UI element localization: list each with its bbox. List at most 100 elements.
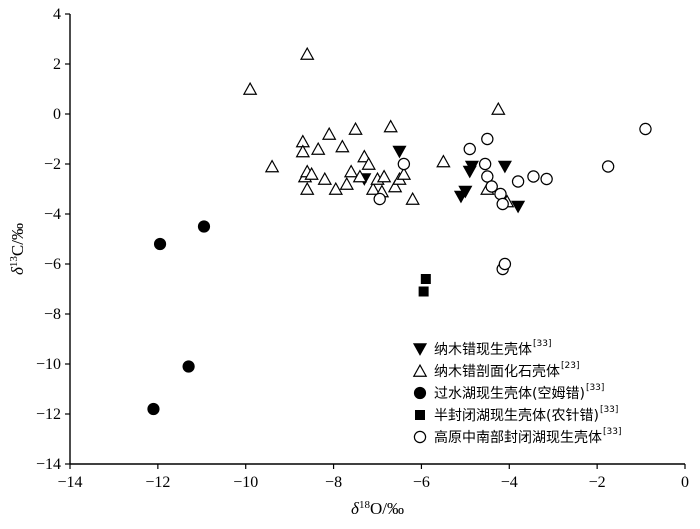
- x-tick-label: 0: [681, 474, 689, 491]
- data-point: [485, 180, 498, 193]
- legend-item-5: 高原中南部封闭湖现生壳体 [33]: [413, 427, 621, 446]
- data-point: [153, 237, 167, 251]
- data-point: [335, 139, 350, 153]
- data-point: [420, 274, 431, 284]
- legend-item-4: 半封闭湖现生壳体(农针错) [33]: [415, 405, 618, 424]
- data-point: [339, 176, 354, 190]
- data-point: [418, 286, 429, 297]
- legend-marker: [413, 430, 427, 444]
- data-point: [481, 132, 494, 146]
- x-tick-label: −10: [233, 474, 258, 491]
- data-point: [497, 160, 512, 174]
- y-tick-label: −12: [36, 406, 61, 423]
- data-point: [348, 121, 363, 135]
- data-point: [494, 187, 507, 201]
- x-tick-label: −12: [145, 474, 170, 491]
- y-axis-title: δ13C/‰: [8, 223, 27, 275]
- legend-label: 过水湖现生壳体(空姆错): [434, 385, 585, 402]
- axes: [65, 13, 686, 469]
- data-point: [436, 154, 451, 168]
- legend-ref: [33]: [586, 383, 604, 393]
- legend-label: 高原中南部封闭湖现生壳体: [434, 429, 602, 446]
- legend-marker: [415, 410, 425, 420]
- data-point: [396, 166, 412, 180]
- data-point: [357, 149, 372, 163]
- y-tick-label: −2: [44, 156, 61, 173]
- data-point: [540, 172, 553, 186]
- data-point: [328, 181, 343, 195]
- y-tick-label: −6: [44, 256, 61, 273]
- series-2: [242, 46, 515, 208]
- data-point: [264, 159, 280, 173]
- data-point: [383, 119, 398, 133]
- legend-label: 纳木错剖面化石壳体: [434, 363, 560, 380]
- legend: 纳木错现生壳体 [33]纳木错剖面化石壳体 [23]过水湖现生壳体(空姆错) [33]…: [412, 339, 621, 446]
- data-point: [491, 101, 506, 115]
- data-point: [352, 169, 368, 183]
- x-axis-title: δ18O/‰: [351, 499, 404, 518]
- data-point: [498, 257, 512, 271]
- y-tick-label: −4: [44, 206, 61, 223]
- y-tick-label: −10: [36, 356, 61, 373]
- legend-item-2: 纳木错剖面化石壳体 [23]: [412, 361, 579, 380]
- data-point: [365, 181, 381, 195]
- y-tick-label: 0: [53, 106, 61, 123]
- legend-item-3: 过水湖现生壳体(空姆错) [33]: [413, 383, 604, 402]
- tick-labels: −14 −12 −10 −8 −6 −4 −2 0 4 2 0 −2 −4 −6 −8 −10 −12 −14: [36, 6, 689, 491]
- data-point: [376, 169, 392, 183]
- data-point: [317, 171, 333, 185]
- y-tick-label: −14: [36, 456, 61, 473]
- legend-label: 纳木错现生壳体: [434, 341, 532, 358]
- legend-marker: [412, 363, 428, 377]
- data-point: [511, 175, 525, 188]
- data-point: [310, 141, 326, 155]
- data-point: [481, 170, 494, 183]
- data-point: [299, 46, 315, 60]
- x-tick-label: −8: [325, 474, 342, 491]
- y-tick-label: 4: [53, 6, 61, 23]
- data-point: [392, 145, 407, 159]
- data-point: [462, 165, 477, 179]
- data-point: [343, 164, 359, 178]
- y-tick-label: 2: [53, 56, 61, 73]
- axis-titles: δ18O/‰ δ13C/‰: [8, 223, 404, 518]
- data-point: [463, 142, 476, 156]
- data-point: [299, 181, 315, 195]
- x-tick-label: −2: [589, 474, 606, 491]
- data-point: [527, 170, 540, 183]
- legend-item-1: 纳木错现生壳体 [33]: [412, 339, 551, 358]
- y-tick-label: −8: [44, 306, 61, 323]
- data-point: [304, 166, 319, 180]
- data-point: [295, 144, 311, 158]
- x-tick-label: −6: [413, 474, 430, 491]
- data-point: [639, 122, 652, 136]
- data-point: [496, 197, 509, 211]
- data-point: [405, 191, 420, 205]
- legend-ref: [33]: [600, 405, 618, 415]
- x-tick-label: −4: [501, 474, 518, 491]
- data-point: [453, 190, 469, 204]
- data-point: [511, 200, 526, 214]
- data-point: [182, 360, 195, 373]
- legend-ref: [23]: [561, 361, 579, 371]
- legend-label: 半封闭湖现生壳体(农针错): [434, 407, 599, 424]
- data-points: [147, 46, 652, 416]
- data-point: [478, 157, 492, 171]
- data-point: [397, 157, 411, 171]
- data-point: [197, 220, 211, 233]
- legend-marker: [412, 343, 428, 356]
- data-point: [361, 156, 376, 170]
- series-1: [357, 145, 526, 214]
- data-point: [387, 179, 403, 193]
- legend-ref: [33]: [603, 427, 621, 437]
- series-4: [418, 274, 431, 297]
- data-point: [373, 192, 386, 206]
- x-tick-label: −14: [57, 474, 82, 491]
- series-5: [373, 122, 652, 276]
- data-point: [321, 126, 337, 140]
- data-point: [601, 160, 615, 173]
- data-point: [242, 81, 258, 95]
- legend-marker: [413, 386, 427, 400]
- data-point: [147, 402, 160, 416]
